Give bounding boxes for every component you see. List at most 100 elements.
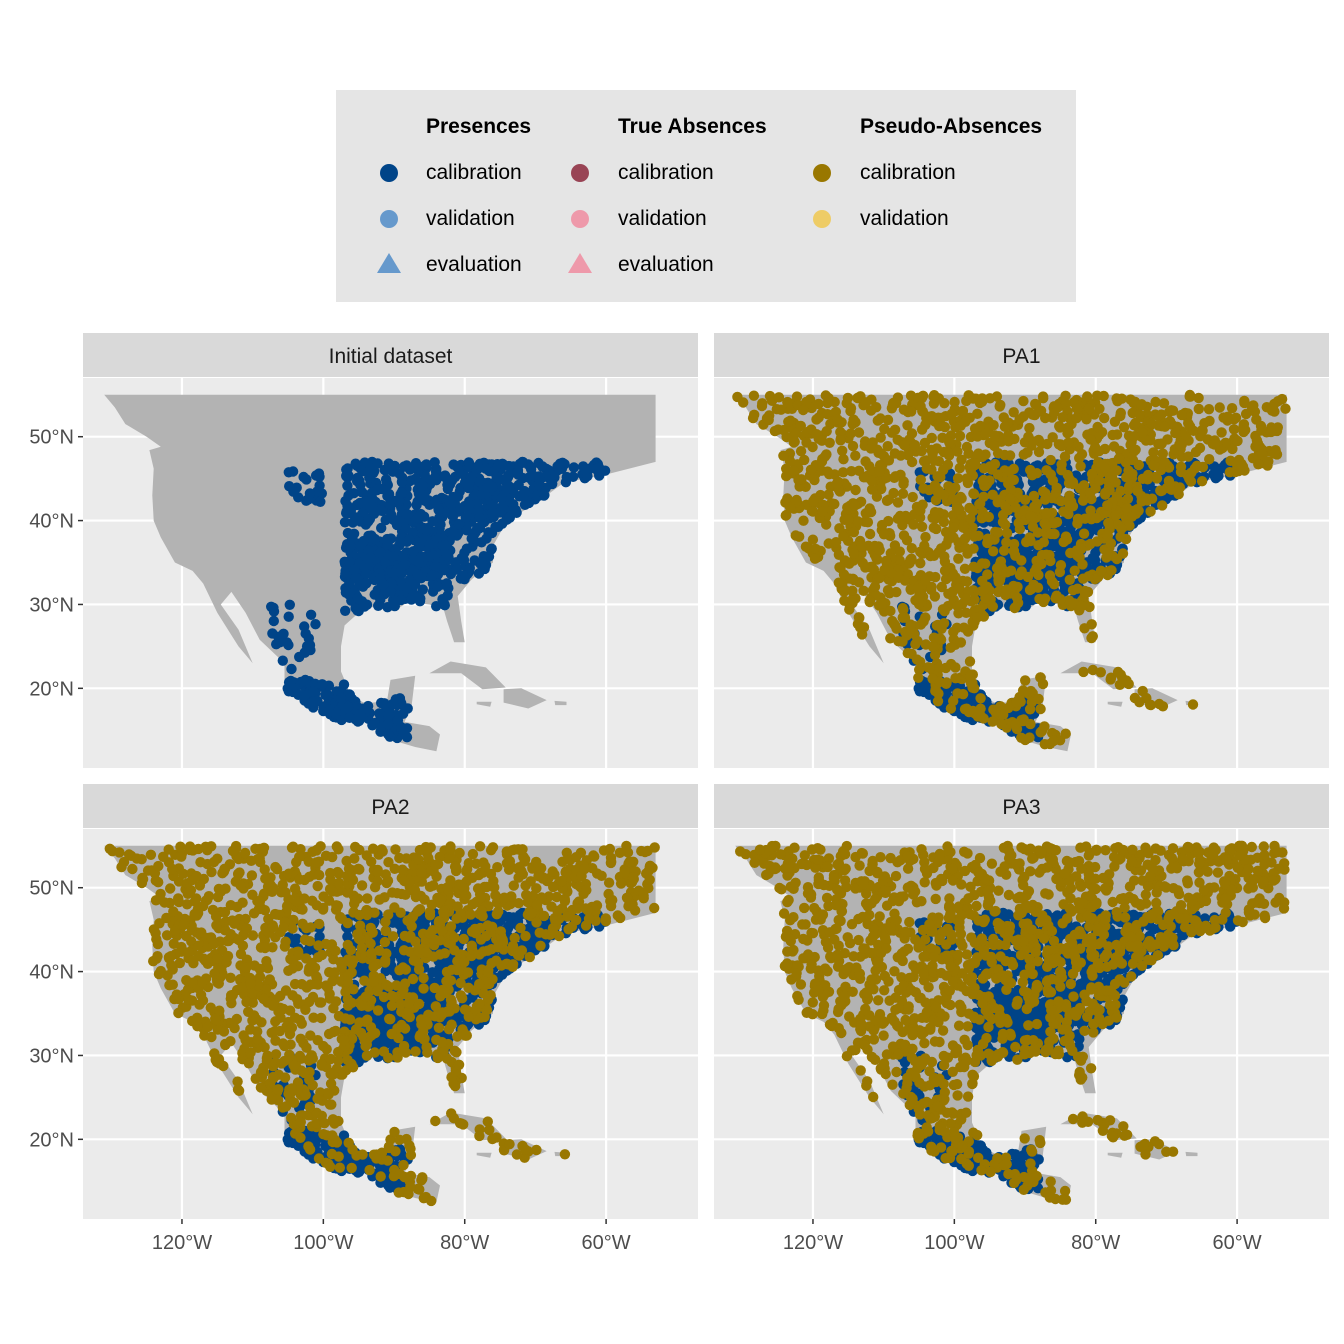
presence-calibration-point [417, 480, 428, 491]
legend-label-presences-validation: validation [426, 207, 515, 230]
pseudo-absence-calibration-point [883, 494, 895, 505]
pseudo-absence-calibration-point [1045, 454, 1056, 466]
pseudo-absence-calibration-point [948, 695, 959, 707]
pseudo-absence-calibration-point [1174, 482, 1186, 493]
presence-calibration-point [382, 490, 393, 502]
pseudo-absence-calibration-point [886, 427, 898, 438]
presence-calibration-point [383, 709, 394, 720]
map-panel-initial-dataset [83, 378, 698, 768]
presence-calibration-point [283, 639, 294, 651]
presence-calibration-point [517, 457, 529, 468]
pseudo-absence-calibration-point [1197, 425, 1208, 436]
pseudo-absence-calibration-point [1031, 562, 1042, 574]
pseudo-absence-calibration-point [1144, 699, 1156, 710]
presence-calibration-point [287, 466, 299, 477]
presence-calibration-point [286, 663, 297, 675]
pseudo-absence-calibration-point [950, 673, 961, 684]
presence-calibration-point [299, 690, 310, 701]
presence-calibration-point [277, 655, 288, 666]
pseudo-absence-calibration-point [895, 450, 906, 461]
pseudo-absence-calibration-point [1100, 487, 1111, 499]
presence-calibration-point [342, 701, 354, 712]
pseudo-absence-calibration-point [1074, 452, 1085, 464]
pseudo-absence-calibration-point [880, 555, 892, 567]
presence-calibration-point [358, 535, 369, 547]
presence-calibration-point [461, 543, 473, 555]
pseudo-absence-calibration-point [948, 522, 959, 534]
pseudo-absence-calibration-point [954, 504, 965, 515]
presence-calibration-point [504, 512, 515, 523]
presence-calibration-point [387, 466, 399, 477]
legend-key-presences-calibration [380, 164, 398, 182]
pseudo-absence-calibration-point [1237, 461, 1249, 472]
presence-calibration-point [306, 698, 317, 709]
pseudo-absence-calibration-point [939, 565, 951, 576]
pseudo-absence-calibration-point [1026, 584, 1037, 595]
pseudo-absence-calibration-point [1157, 500, 1168, 511]
pseudo-absence-calibration-point [1086, 619, 1097, 630]
legend-key-presences-evaluation [377, 253, 401, 273]
pseudo-absence-calibration-point [1064, 595, 1075, 606]
pseudo-absence-calibration-point [934, 633, 946, 644]
pseudo-absence-calibration-point [904, 558, 915, 569]
presence-calibration-point [497, 500, 508, 512]
pseudo-absence-calibration-point [1063, 437, 1074, 448]
pseudo-absence-calibration-point [1130, 444, 1141, 455]
pseudo-absence-calibration-point [892, 497, 904, 508]
pseudo-absence-calibration-point [1082, 391, 1093, 402]
presence-calibration-point [367, 493, 378, 504]
pseudo-absence-calibration-point [916, 424, 928, 435]
pseudo-absence-calibration-point [1132, 485, 1143, 497]
pseudo-absence-calibration-point [889, 472, 900, 483]
presence-calibration-point [340, 605, 351, 616]
presence-calibration-point [344, 588, 355, 599]
pseudo-absence-calibration-point [1027, 470, 1038, 481]
pseudo-absence-calibration-point [843, 514, 854, 525]
legend: Presences calibration validation evaluat… [336, 90, 1076, 302]
presence-calibration-point [539, 489, 550, 501]
pseudo-absence-calibration-point [1253, 459, 1264, 470]
pseudo-absence-calibration-point [906, 543, 917, 554]
presence-calibration-point [320, 689, 331, 701]
island [1107, 701, 1123, 707]
pseudo-absence-calibration-point [945, 642, 956, 653]
pseudo-absence-calibration-point [953, 553, 964, 564]
pseudo-absence-calibration-point [964, 502, 975, 514]
pseudo-absence-calibration-point [929, 390, 940, 401]
presence-calibration-point [304, 488, 316, 499]
pseudo-absence-calibration-point [1077, 495, 1089, 506]
presence-calibration-point [346, 533, 358, 544]
pseudo-absence-calibration-point [898, 404, 910, 415]
pseudo-absence-calibration-point [1005, 565, 1017, 576]
pseudo-absence-calibration-point [869, 581, 881, 592]
pseudo-absence-calibration-point [1115, 531, 1126, 542]
presence-calibration-point [446, 499, 457, 510]
pseudo-absence-calibration-point [1056, 465, 1067, 476]
pseudo-absence-calibration-point [1099, 412, 1110, 424]
presence-calibration-point [412, 569, 424, 580]
pseudo-absence-calibration-point [938, 618, 950, 629]
legend-label-true-absences-evaluation: evaluation [618, 253, 714, 276]
pseudo-absence-calibration-point [853, 427, 865, 438]
pseudo-absence-calibration-point [1013, 517, 1024, 529]
pseudo-absence-calibration-point [783, 416, 794, 427]
pseudo-absence-calibration-point [929, 480, 940, 491]
presence-calibration-point [350, 714, 361, 725]
presence-calibration-point [363, 516, 374, 527]
pseudo-absence-calibration-point [898, 530, 910, 541]
pseudo-absence-calibration-point [1064, 574, 1076, 585]
pseudo-absence-calibration-point [1054, 421, 1065, 432]
presence-calibration-point [513, 479, 524, 491]
pseudo-absence-calibration-point [878, 529, 890, 540]
pseudo-absence-calibration-point [1136, 399, 1147, 410]
pseudo-absence-calibration-point [1118, 422, 1130, 433]
presence-calibration-point [487, 507, 498, 518]
presence-calibration-point [461, 525, 472, 536]
presence-calibration-point [283, 611, 294, 622]
pseudo-absence-calibration-point [1079, 587, 1091, 598]
pseudo-absence-calibration-point [899, 575, 911, 586]
pseudo-absence-calibration-point [794, 531, 805, 542]
pseudo-absence-calibration-point [997, 516, 1009, 528]
pseudo-absence-calibration-point [969, 458, 981, 469]
presence-calibration-point [453, 519, 465, 530]
